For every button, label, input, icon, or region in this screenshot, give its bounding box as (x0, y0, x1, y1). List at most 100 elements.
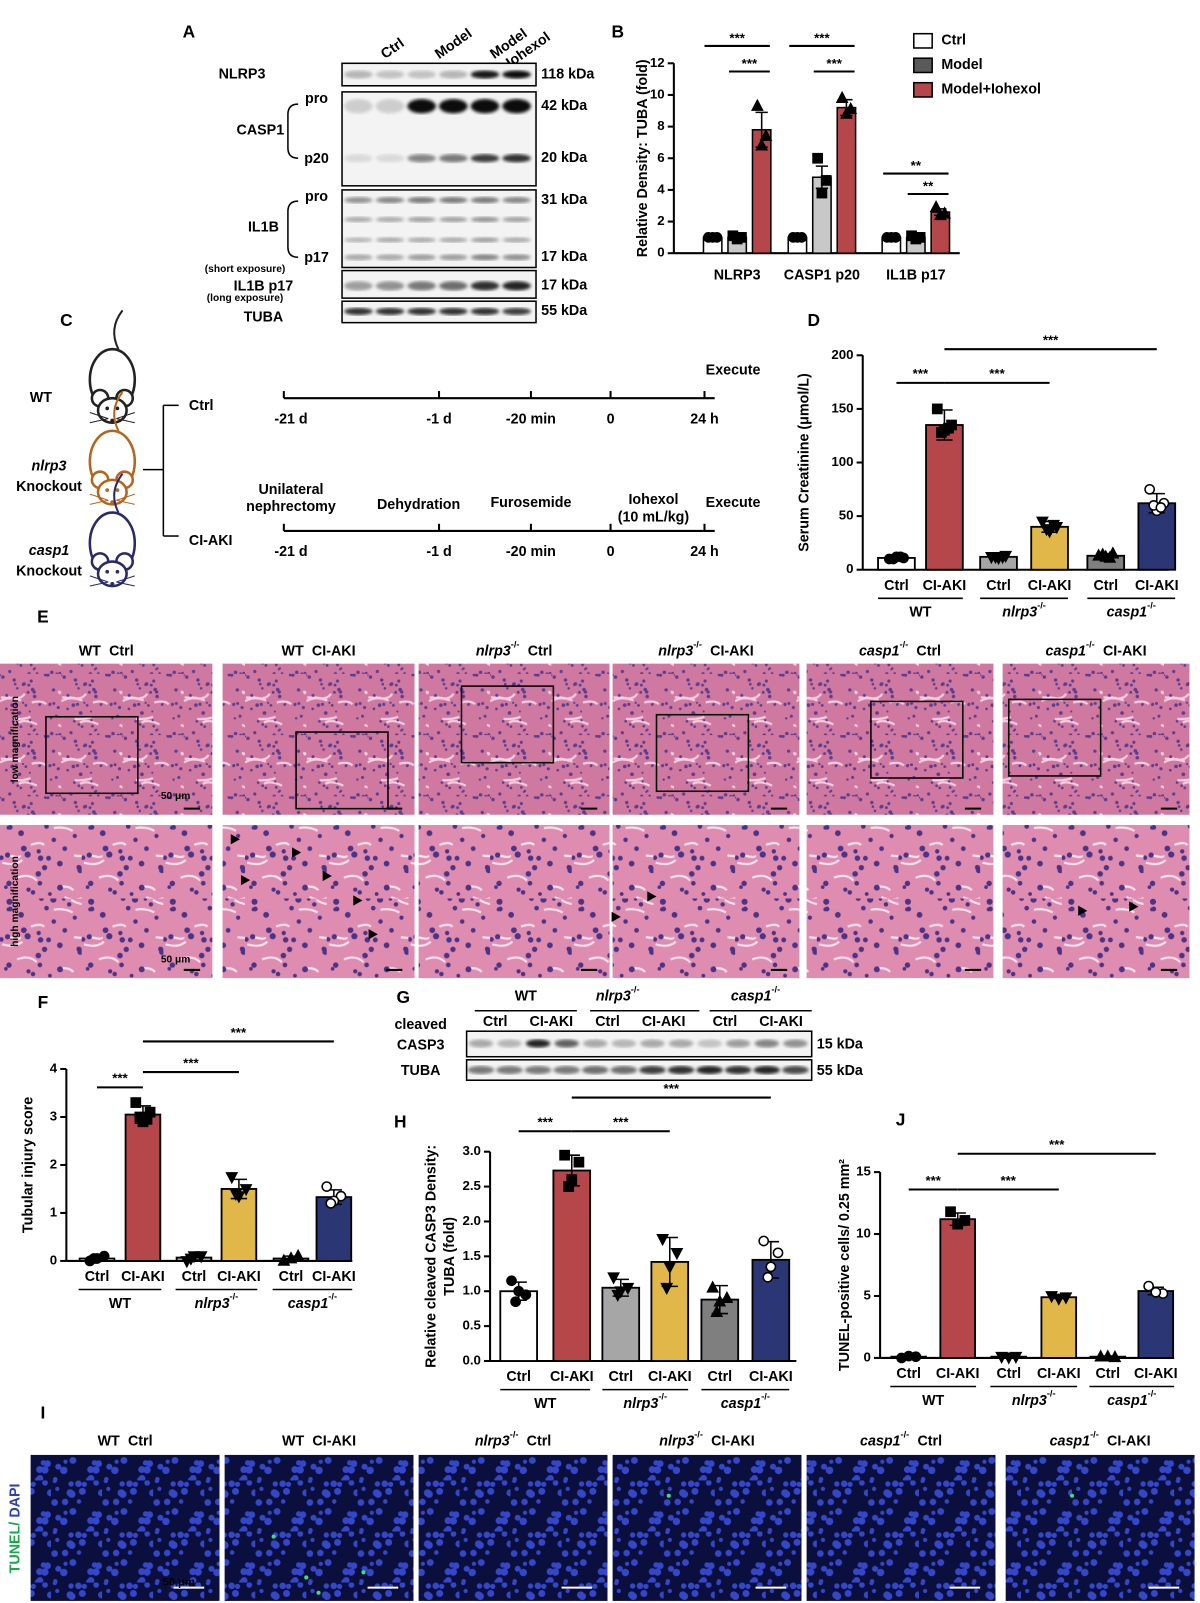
band (470, 70, 500, 79)
legend-swatch (913, 81, 933, 98)
panel-label: I (40, 1403, 45, 1423)
y-tick-label: 1.0 (462, 1283, 480, 1298)
lane-label: Ctrl (713, 1014, 738, 1030)
x-tick-label: Ctrl (884, 578, 909, 594)
y-tick-label: 4 (50, 1060, 58, 1075)
x-tick-label: Ctrl (1093, 578, 1118, 594)
micrograph (418, 1454, 608, 1601)
band (502, 70, 531, 79)
band (696, 1065, 723, 1075)
step-label: nephrectomy (246, 499, 336, 515)
form-label: p17 (304, 250, 329, 266)
y-axis-label: Serum Creatinine (μmol/L) (796, 373, 812, 552)
band (375, 216, 405, 223)
arrowhead (1078, 905, 1088, 916)
arrowhead (230, 834, 240, 845)
tunel-positive (361, 1570, 366, 1575)
time-label: -20 min (506, 411, 556, 427)
lane-label: Ctrl (483, 1014, 508, 1030)
data-point (710, 1304, 724, 1318)
column-header: casp1-/- CI-AKI (1046, 640, 1147, 659)
data-point (656, 1234, 670, 1247)
data-point (225, 1172, 239, 1185)
data-point (184, 1253, 198, 1266)
bar (601, 1286, 641, 1362)
x-tick-label: Ctrl (986, 578, 1011, 594)
significance: *** (826, 56, 842, 71)
x-tick-label: Ctrl (708, 1369, 733, 1385)
text-part: -/- (1047, 1389, 1056, 1399)
step-label: Iohexol (628, 492, 678, 508)
whisker (116, 581, 135, 587)
genotype-label: WT (30, 390, 52, 406)
bar (939, 1218, 976, 1359)
data-point (840, 106, 853, 119)
band (502, 307, 531, 315)
text-part: -/- (761, 1392, 770, 1402)
lane-label: CI-AKI (530, 1014, 574, 1030)
band (753, 1065, 781, 1075)
roi-box (295, 731, 389, 810)
text-part: WT (282, 1433, 304, 1449)
bar (1137, 1290, 1175, 1359)
y-tick-label: 2 (50, 1156, 57, 1171)
y-tick-label: 1 (50, 1204, 58, 1219)
y-tick-label: 0 (50, 1252, 57, 1267)
band (407, 237, 436, 243)
data-point (1143, 1280, 1154, 1292)
bracket (287, 200, 299, 259)
column-header: WT Ctrl (98, 1433, 153, 1449)
x-tick-label: CI-AKI (1134, 1366, 1178, 1382)
data-point (943, 422, 954, 434)
band (470, 281, 500, 291)
row-label: cleaved (394, 1017, 446, 1033)
band (439, 99, 468, 114)
text-part: nlrp3 (1012, 1393, 1047, 1409)
y-tick-label: 2 (657, 213, 664, 228)
micrograph (418, 824, 610, 979)
micrograph (222, 663, 415, 815)
band (439, 237, 468, 243)
group-label: nlrp3-/- (1012, 1389, 1056, 1408)
text-part: WT (534, 1396, 556, 1412)
band (407, 254, 436, 261)
significance: *** (925, 1173, 941, 1188)
arrowhead (353, 895, 363, 906)
panel-label: D (807, 310, 820, 330)
time-label: -21 d (274, 411, 307, 427)
panel-label: E (37, 606, 49, 626)
mouse-nose (110, 581, 115, 587)
band (782, 1065, 809, 1075)
legend-label: Ctrl (941, 33, 966, 49)
data-point (933, 207, 947, 221)
x-tick-label: CI-AKI (936, 1366, 980, 1382)
data-point (931, 403, 943, 415)
text-part: casp1 (859, 643, 900, 659)
mouse-eye (105, 488, 110, 492)
data-point (325, 1197, 337, 1209)
text-part: -/- (1147, 601, 1156, 611)
lane-label: Ctrl (595, 1014, 620, 1030)
band (344, 216, 373, 223)
band (582, 1039, 608, 1048)
micrograph (1002, 663, 1190, 815)
significance: *** (183, 1055, 199, 1070)
text-part: CI-AKI (312, 643, 356, 659)
bar (552, 1169, 592, 1362)
data-point (506, 1275, 517, 1287)
group-label: WT (922, 1393, 944, 1409)
tunel-positive (304, 1575, 309, 1580)
text-part: CI-AKI (312, 1433, 356, 1449)
text-part: Ctrl (527, 1433, 552, 1449)
band (467, 1065, 495, 1075)
data-point (759, 128, 773, 141)
whisker (89, 499, 109, 505)
band (502, 281, 531, 291)
y-tick-label: 0 (657, 245, 664, 260)
data-point (573, 1156, 585, 1168)
size-label: 20 kDa (541, 150, 588, 166)
micrograph (1005, 1454, 1195, 1601)
significance: *** (913, 366, 929, 381)
text-part: -/- (899, 640, 908, 650)
group-label: WT (109, 1296, 131, 1312)
